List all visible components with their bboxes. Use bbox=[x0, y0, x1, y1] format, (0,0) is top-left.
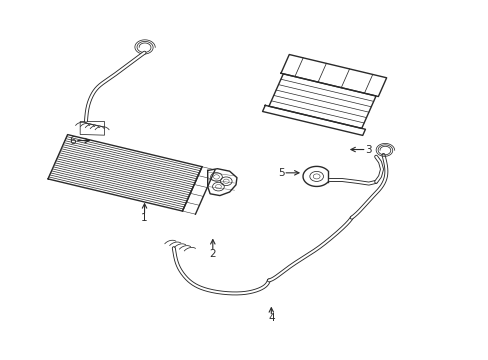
Text: 4: 4 bbox=[267, 313, 274, 323]
Text: 2: 2 bbox=[209, 248, 216, 258]
Text: 5: 5 bbox=[277, 168, 284, 178]
Text: 1: 1 bbox=[141, 213, 147, 222]
Text: 3: 3 bbox=[365, 144, 371, 154]
Text: 6: 6 bbox=[69, 136, 76, 145]
